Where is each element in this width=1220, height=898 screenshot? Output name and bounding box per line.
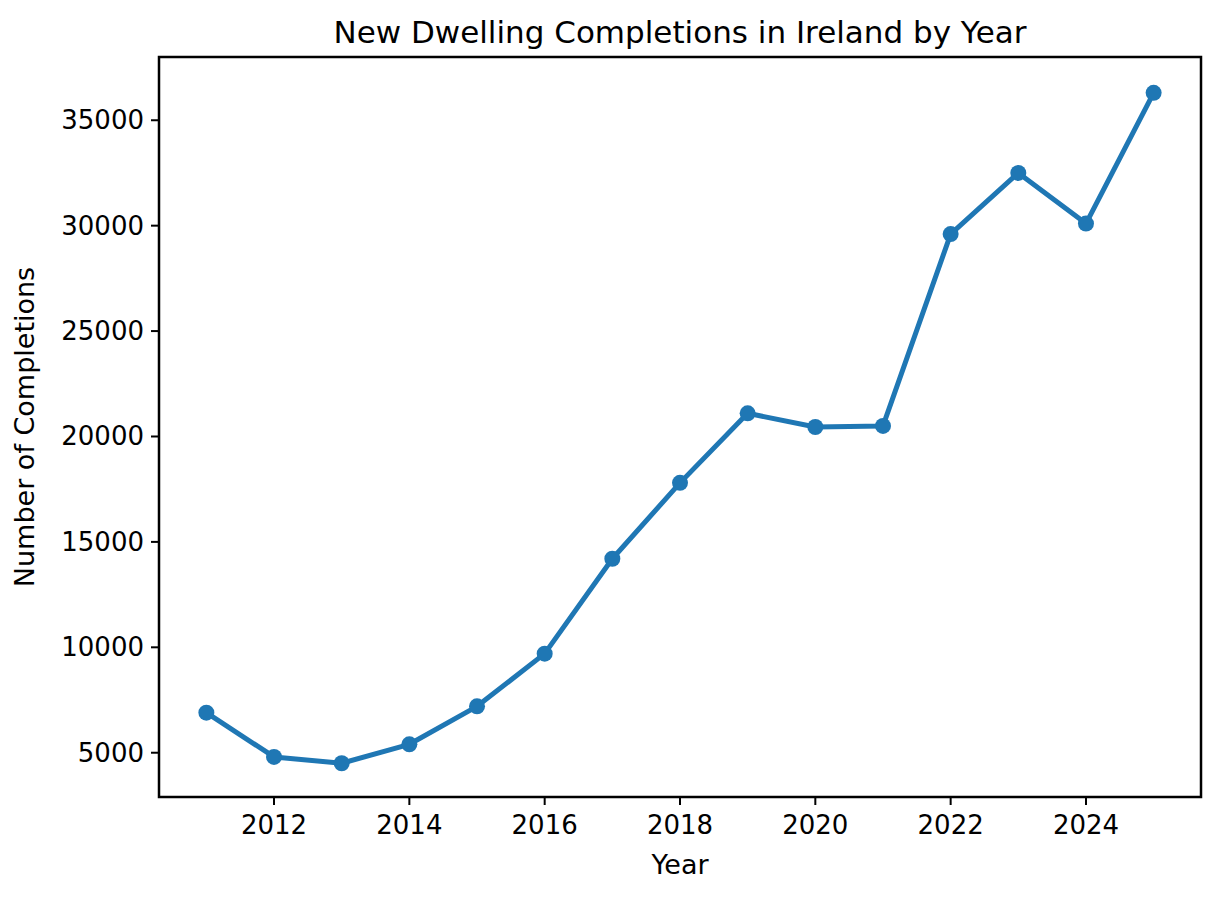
data-point-2025 [1146,85,1162,101]
data-point-2024 [1078,216,1094,232]
data-point-2016 [537,646,553,662]
data-point-2017 [604,551,620,567]
x-tick-label: 2018 [647,810,713,840]
figure: New Dwelling Completions in Ireland by Y… [0,0,1220,898]
data-point-2012 [266,749,282,765]
x-tick-label: 2022 [918,810,984,840]
x-tick-label: 2024 [1053,810,1119,840]
y-tick-label: 20000 [61,421,144,451]
data-point-2021 [875,418,891,434]
y-tick-label: 25000 [61,316,144,346]
y-tick-label: 10000 [61,632,144,662]
data-point-2023 [1010,165,1026,181]
axes-spines [159,57,1201,797]
data-point-2015 [469,698,485,714]
x-tick-label: 2020 [782,810,848,840]
data-line [206,93,1153,763]
data-point-2013 [334,755,350,771]
y-tick-label: 30000 [61,211,144,241]
data-point-2018 [672,475,688,491]
x-axis-label: Year [159,849,1201,880]
plot-area: 2012 2014 2016 2018 2020 2022 2024 5000 10000 150… [0,0,1220,898]
x-tick-label: 2012 [241,810,307,840]
data-point-2011 [198,705,214,721]
data-point-2014 [401,736,417,752]
y-tick-label: 5000 [78,738,144,768]
y-tick-label: 35000 [61,105,144,135]
data-point-2019 [740,405,756,421]
y-tick-label: 15000 [61,527,144,557]
x-tick-label: 2014 [376,810,442,840]
data-point-2022 [943,226,959,242]
x-tick-label: 2016 [512,810,578,840]
data-point-2020 [807,419,823,435]
